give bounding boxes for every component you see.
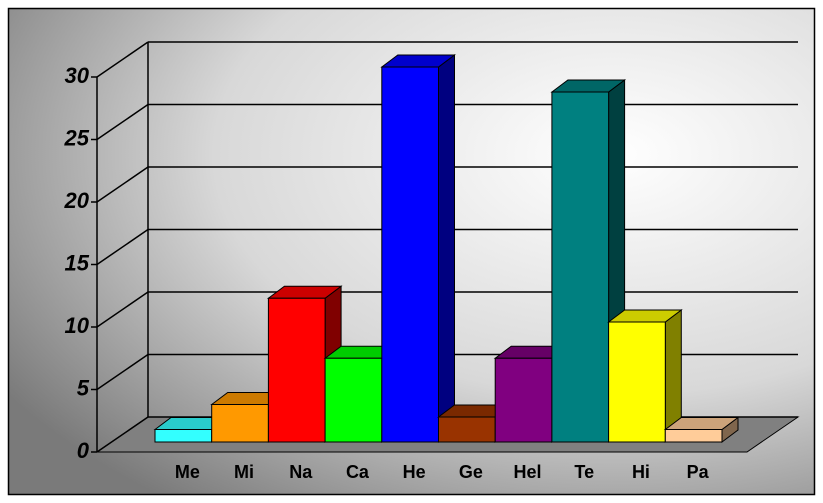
grid-line: [96, 353, 149, 391]
bar: [607, 309, 683, 443]
y-tick-label: 5: [77, 375, 90, 400]
bar-front: [211, 404, 269, 443]
grid-line: [96, 291, 149, 328]
y-tick-label: 15: [65, 250, 90, 275]
y-tick-label: 0: [77, 438, 90, 463]
grid-line: [96, 166, 149, 203]
bar-front: [438, 416, 496, 443]
bar: [380, 54, 456, 443]
x-tick-label: Hi: [632, 462, 650, 482]
y-tick-label: 30: [65, 63, 90, 88]
bar-front: [267, 297, 326, 443]
y-tick-label: 10: [65, 313, 90, 338]
y-tick-label: 25: [64, 125, 90, 150]
grid-line: [96, 41, 149, 78]
x-tick-label: Na: [289, 462, 313, 482]
bar-front: [154, 429, 213, 443]
x-tick-label: Ge: [459, 462, 483, 482]
bar-front: [608, 321, 666, 443]
bar-front: [494, 357, 553, 443]
bar-side: [438, 54, 455, 443]
grid-line: [96, 228, 149, 266]
x-tick-label: Me: [175, 462, 200, 482]
bar-front: [324, 357, 383, 443]
y-tick-label: 20: [64, 188, 90, 213]
bar: [663, 416, 740, 443]
x-tick-label: Ca: [346, 462, 370, 482]
grid-line: [96, 416, 149, 453]
x-tick-label: Hel: [514, 462, 542, 482]
bar-front: [664, 429, 723, 443]
x-tick-label: He: [403, 462, 426, 482]
x-tick-label: Te: [574, 462, 594, 482]
bar-front: [381, 66, 439, 443]
bar-front: [551, 91, 610, 443]
x-tick-label: Mi: [234, 462, 254, 482]
grid-line: [96, 103, 149, 141]
x-tick-label: Pa: [687, 462, 710, 482]
